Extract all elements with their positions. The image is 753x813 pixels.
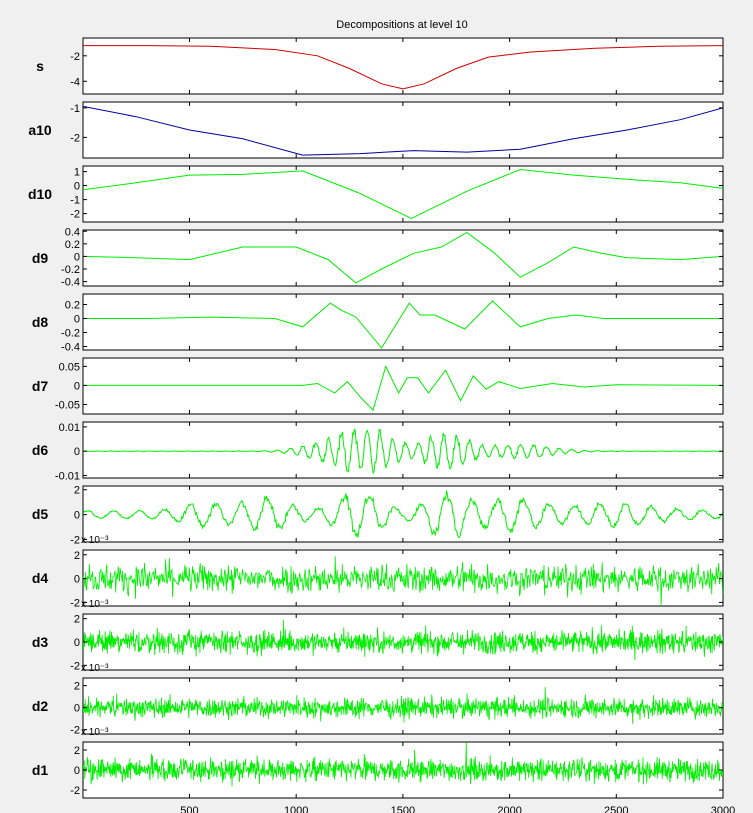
y-tick-label: 0.2 <box>65 300 80 312</box>
panels: -2-4s-1-2a1010-1-2d100.40.20-0.2-0.4d90.… <box>28 37 735 813</box>
y-tick-label: 2 <box>74 745 80 757</box>
x-tick-label: 2000 <box>497 805 521 813</box>
y-tick-label: -2 <box>70 535 80 547</box>
y-tick-label: -2 <box>70 209 80 221</box>
series-line-d8 <box>83 300 723 349</box>
x-tick-label: 2500 <box>604 805 628 813</box>
panel-label: d5 <box>32 506 49 522</box>
y-tick-label: 0.01 <box>59 422 80 434</box>
series-line-s <box>83 45 723 90</box>
panel-d7: 0.05 0 -0.05 d7 <box>32 357 724 415</box>
panel-s: -2 -4 s <box>36 37 724 95</box>
y-tick-label: -0.01 <box>55 471 80 483</box>
panel-d5: 2 0 -2 d5 x 10⁻³ <box>32 485 724 547</box>
y-tick-label: -0.4 <box>61 342 80 354</box>
panel-d6: 0.01 0 -0.01 d6 <box>32 421 724 483</box>
y-tick-label: -0.2 <box>61 264 80 276</box>
panel-label: a10 <box>28 122 52 138</box>
series-line-d7 <box>83 365 723 412</box>
y-tick-label: -2 <box>70 51 80 63</box>
panel-d2: 2 0 -2 d2 x 10⁻³ <box>32 677 724 738</box>
y-tick-label: -2 <box>70 597 80 609</box>
panel-label: d10 <box>28 186 52 202</box>
panel-d9: 0.40.20-0.2-0.4 d9 <box>32 226 724 289</box>
y-tick-label: 2 <box>74 681 80 693</box>
y-tick-label: 0 <box>74 765 80 777</box>
y-tick-label: 0 <box>74 510 80 522</box>
y-tick-label: 0 <box>74 637 80 649</box>
axes-box <box>82 293 724 351</box>
y-tick-label: -2 <box>70 725 80 737</box>
y-tick-label: 0 <box>74 251 80 263</box>
panel-label: d6 <box>32 442 49 458</box>
series-line-d1 <box>83 742 723 787</box>
axes-box <box>82 165 724 223</box>
y-tick-label: -2 <box>70 785 80 797</box>
y-tick-label: -4 <box>70 76 80 88</box>
y-tick-label: 0.05 <box>59 361 80 373</box>
series-line-d2 <box>83 686 723 724</box>
y-tick-label: -1 <box>70 103 80 115</box>
y-tick-label: -2 <box>70 660 80 672</box>
series-line-d5 <box>83 490 723 539</box>
panel-label: d7 <box>32 378 49 394</box>
series-line-d10 <box>83 168 723 220</box>
y-tick-label: -0.4 <box>61 277 80 289</box>
panel-d4: 2 0 -2 d4 x 10⁻³ <box>32 549 724 610</box>
panel-label: d9 <box>32 250 49 266</box>
exponent-label: x 10⁻³ <box>81 599 109 610</box>
y-tick-label: 0 <box>74 181 80 193</box>
y-tick-label: 0.2 <box>65 239 80 251</box>
y-tick-label: 1 <box>74 167 80 179</box>
y-tick-label: 0 <box>74 574 80 586</box>
exponent-label: x 10⁻³ <box>81 663 109 674</box>
figure-title: Decompositions at level 10 <box>336 19 467 31</box>
panel-label: s <box>36 58 44 74</box>
y-tick-label: 2 <box>74 614 80 626</box>
y-tick-label: 0 <box>74 314 80 326</box>
panel-d8: 0.2 0 -0.2 -0.4 d8 <box>32 293 724 354</box>
y-tick-label: 0.4 <box>65 226 80 238</box>
panel-label: d3 <box>32 634 49 650</box>
series-line-d4 <box>83 556 723 606</box>
exponent-label: x 10⁻³ <box>81 535 109 546</box>
panel-label: d8 <box>32 314 49 330</box>
panel-d3: 2 0 -2 d3 x 10⁻³ <box>32 613 724 674</box>
y-tick-label: 2 <box>74 550 80 562</box>
y-tick-label: 0 <box>74 703 80 715</box>
panel-d10: 1 0 -1 -2 d10 <box>28 165 724 223</box>
y-tick-label: 0 <box>74 380 80 392</box>
x-tick-label: 500 <box>180 805 198 813</box>
panel-label: d2 <box>32 698 49 714</box>
panel-d1: 2 0 -2 d1 <box>32 741 724 799</box>
series-line-d6 <box>83 428 723 475</box>
y-tick-label: -1 <box>70 195 80 207</box>
y-tick-label: -0.05 <box>55 399 80 411</box>
y-tick-label: -0.2 <box>61 328 80 340</box>
series-line-d9 <box>83 231 723 284</box>
exponent-label: x 10⁻³ <box>81 727 109 738</box>
y-tick-label: -2 <box>70 132 80 144</box>
panel-a10: -1 -2 a10 <box>28 101 724 159</box>
panel-label: d1 <box>32 762 49 778</box>
panel-label: d4 <box>32 570 49 586</box>
y-tick-label: 0 <box>74 446 80 458</box>
series-line-a10 <box>83 105 723 156</box>
series-line-d3 <box>83 619 723 661</box>
x-tick-label: 3000 <box>711 805 735 813</box>
x-tick-label: 1000 <box>284 805 308 813</box>
axes-box <box>82 485 724 543</box>
x-tick-label: 1500 <box>391 805 415 813</box>
y-tick-label: 2 <box>74 485 80 497</box>
